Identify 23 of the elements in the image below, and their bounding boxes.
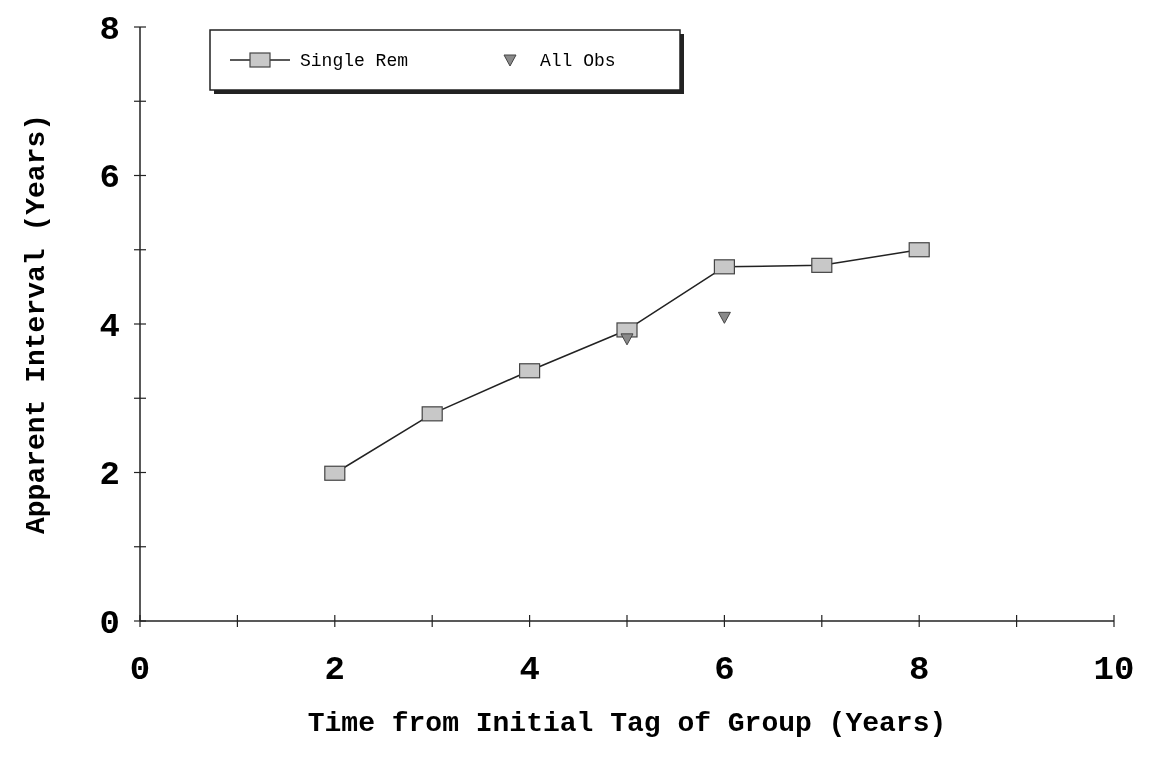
point bbox=[421, 406, 443, 422]
x-tick-label: 0 bbox=[129, 651, 151, 689]
point bbox=[713, 259, 735, 275]
legend-label: Single Rem bbox=[300, 51, 409, 72]
point bbox=[811, 257, 833, 273]
y-tick-label: 6 bbox=[99, 159, 120, 198]
x-tick-label: 8 bbox=[909, 651, 930, 689]
point bbox=[620, 333, 634, 346]
x-tick-label: 2 bbox=[324, 651, 345, 689]
x-tick-label: 4 bbox=[519, 651, 540, 689]
point bbox=[324, 465, 346, 481]
x-axis-title: Time from Initial Tag of Group (Years) bbox=[307, 708, 947, 739]
point bbox=[908, 242, 930, 258]
x-tick-label: 6 bbox=[714, 651, 735, 689]
y-tick-label: 8 bbox=[99, 10, 120, 49]
y-tick-label: 2 bbox=[99, 456, 120, 495]
y-tick-label: 0 bbox=[99, 604, 120, 643]
legend-label: All Obs bbox=[540, 51, 616, 72]
point bbox=[519, 363, 541, 379]
x-tick-label: 10 bbox=[1093, 651, 1135, 689]
y-tick-label: 4 bbox=[99, 307, 120, 346]
point bbox=[717, 311, 731, 324]
y-axis-title: Apparent Interval (Years) bbox=[21, 113, 52, 535]
